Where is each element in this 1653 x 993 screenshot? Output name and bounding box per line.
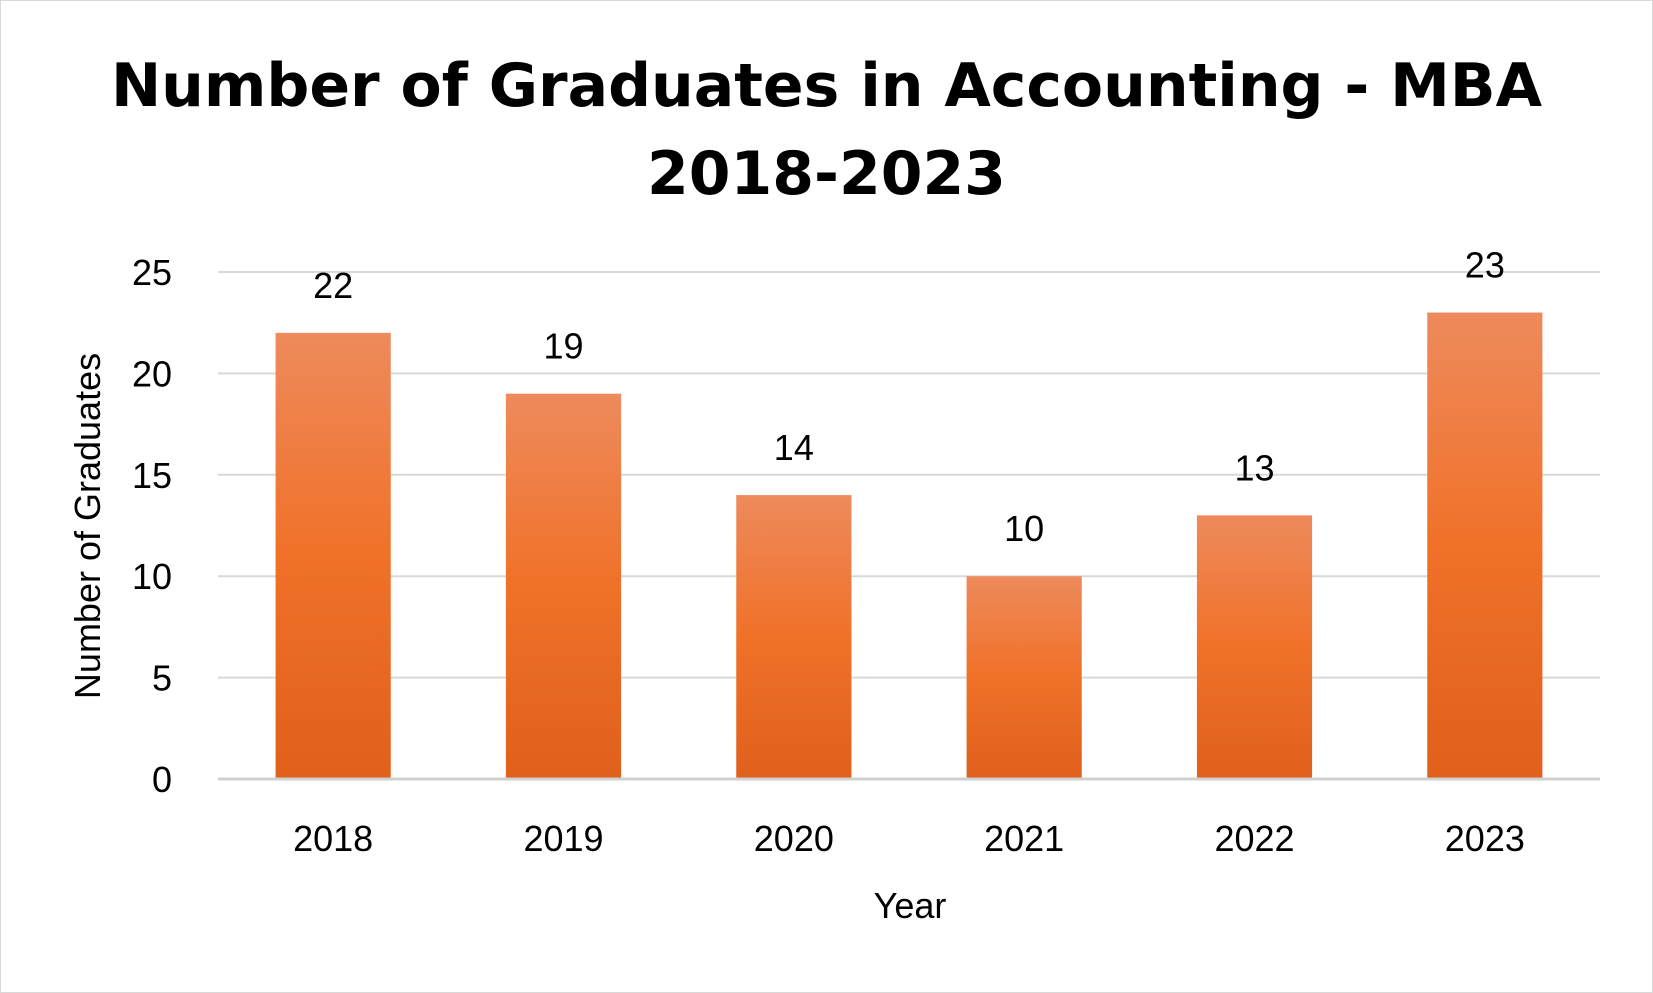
data-label-2023: 23 <box>1465 245 1505 286</box>
bar-2022 <box>1196 515 1313 779</box>
y-tick-label: 25 <box>132 252 172 293</box>
y-tick-label: 0 <box>152 759 172 800</box>
y-axis-ticks: 0 5 10 15 20 25 <box>132 252 172 800</box>
x-axis-title: Year <box>874 885 947 926</box>
bar-2020 <box>736 495 852 779</box>
x-tick-label-2020: 2020 <box>754 818 834 859</box>
x-tick-label-2021: 2021 <box>984 818 1064 859</box>
x-tick-label-2019: 2019 <box>523 818 603 859</box>
data-label-2022: 13 <box>1234 447 1274 488</box>
chart-title-line-1: Number of Graduates in Accounting - MBA <box>110 51 1543 121</box>
x-tick-label-2018: 2018 <box>293 818 373 859</box>
x-tick-label-2023: 2023 <box>1445 818 1525 859</box>
data-label-2019: 19 <box>543 326 583 367</box>
bars <box>275 312 1543 779</box>
y-tick-label: 10 <box>132 556 172 597</box>
data-labels: 22 19 14 10 13 23 <box>313 245 1505 550</box>
x-axis-ticks: 2018 2019 2020 2021 2022 2023 <box>293 818 1525 859</box>
y-tick-label: 5 <box>152 658 172 699</box>
y-tick-label: 20 <box>132 353 172 394</box>
chart-title-line-2: 2018-2023 <box>647 139 1006 209</box>
data-label-2018: 22 <box>313 265 353 306</box>
data-label-2020: 14 <box>774 427 814 468</box>
data-label-2021: 10 <box>1004 508 1044 549</box>
bar-2021 <box>966 576 1082 779</box>
bar-2019 <box>505 393 622 779</box>
bar-2023 <box>1427 312 1543 779</box>
gridlines <box>218 271 1600 679</box>
chart-title: Number of Graduates in Accounting - MBA … <box>0 42 1653 218</box>
bar-2018 <box>275 332 391 779</box>
y-axis-title: Number of Graduates <box>67 353 108 699</box>
y-tick-label: 15 <box>132 455 172 496</box>
x-tick-label-2022: 2022 <box>1214 818 1294 859</box>
